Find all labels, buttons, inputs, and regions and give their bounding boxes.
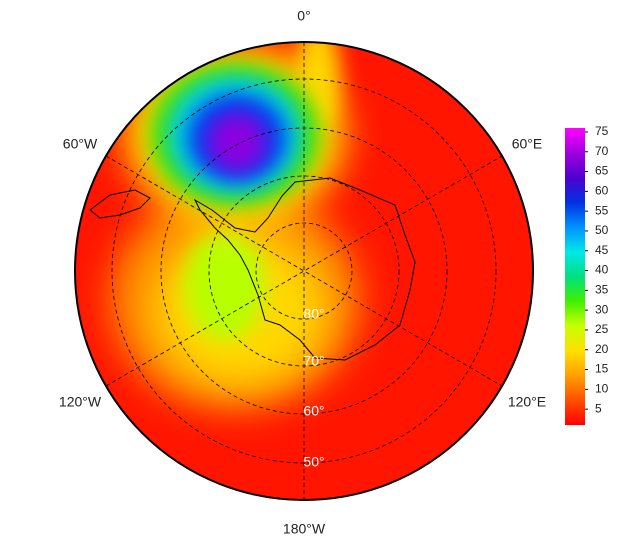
colorbar-tick-label: 65 <box>595 164 609 178</box>
graticule <box>105 42 503 500</box>
latitude-label: 80° <box>303 306 324 322</box>
meridian-label: 120°W <box>59 394 102 410</box>
colorbar: 5 10 15 20 25 30 35 40 45 50 55 60 65 70 75 <box>565 124 609 425</box>
colorbar-tick-label: 40 <box>595 263 609 277</box>
colorbar-tick-label: 55 <box>595 203 609 217</box>
colorbar-scale <box>565 128 585 425</box>
meridian-label: 60°W <box>63 136 98 152</box>
latitude-label: 50° <box>303 454 324 470</box>
meridian-label: 60°E <box>512 136 543 152</box>
colorbar-tick-label: 35 <box>595 283 609 297</box>
colorbar-tick-label: 10 <box>595 382 609 396</box>
colorbar-tick-label: 60 <box>595 184 609 198</box>
latitude-label: 70° <box>303 353 324 369</box>
colorbar-tick-label: 20 <box>595 342 609 356</box>
meridian-label: 180°W <box>283 521 326 537</box>
colorbar-tick-label: 75 <box>595 124 609 138</box>
colorbar-tick-label: 45 <box>595 243 609 257</box>
map-border <box>74 41 534 501</box>
latitude-label: 60° <box>303 403 324 419</box>
colorbar-tick-label: 70 <box>595 144 609 158</box>
colorbar-tick-label: 5 <box>595 401 602 415</box>
colorbar-tick-label: 25 <box>595 322 609 336</box>
colorbar-tick-label: 50 <box>595 223 609 237</box>
meridian-label: 120°E <box>508 394 546 410</box>
meridian-label: 0° <box>297 8 310 24</box>
colorbar-tick-label: 30 <box>595 302 609 316</box>
colorbar-tick-label: 15 <box>595 362 609 376</box>
field <box>75 42 533 500</box>
